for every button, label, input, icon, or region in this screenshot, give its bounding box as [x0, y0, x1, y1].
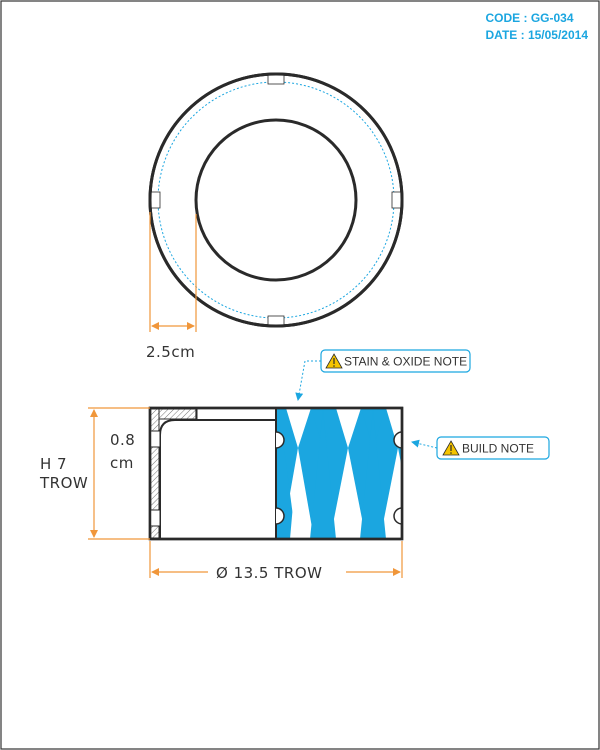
top-view [148, 72, 404, 328]
height-label-line1: H 7 [40, 455, 67, 473]
glaze-pattern [276, 408, 402, 539]
top-view-glaze-line [157, 81, 395, 319]
base-notch-upper [149, 430, 161, 448]
base-thickness-unit: cm [110, 454, 134, 472]
base-notch-lower [149, 509, 161, 527]
warning-triangle-icon [325, 353, 343, 369]
stain-oxide-callout: STAIN & OXIDE NOTE [295, 349, 471, 401]
top-view-inner-rim [194, 118, 358, 282]
handle-notch-3 [393, 431, 403, 449]
diameter-dimension: Ø 13.5 TROW [149, 541, 403, 582]
warning-triangle-icon [442, 440, 460, 456]
stain-oxide-leader [295, 360, 321, 401]
date-label: DATE : 15/05/2014 [485, 28, 589, 42]
build-note-label: BUILD NOTE [462, 442, 534, 456]
height-dimension: H 7 TROW [39, 407, 150, 540]
build-note-leader [411, 439, 438, 449]
rim-section [158, 408, 198, 420]
handle-notch-1 [275, 431, 285, 449]
build-note-callout: BUILD NOTE [411, 436, 550, 460]
handle-notch-2 [275, 507, 285, 525]
wall-thickness-dimension: 2.5cm [146, 212, 197, 361]
wall-thickness-label: 2.5cm [146, 343, 195, 361]
base-thickness-dimension: 0.8 cm [110, 431, 135, 472]
stain-oxide-note-label: STAIN & OXIDE NOTE [344, 355, 467, 369]
side-view [148, 406, 404, 541]
code-label: CODE : GG-034 [485, 11, 574, 25]
title-block: CODE : GG-034 DATE : 15/05/2014 [486, 10, 589, 44]
base-thickness-value: 0.8 [110, 431, 135, 449]
height-label-line2: TROW [39, 474, 88, 492]
interior-cavity [159, 419, 276, 538]
diameter-label: Ø 13.5 TROW [216, 564, 322, 582]
handle-notch-4 [393, 507, 403, 525]
